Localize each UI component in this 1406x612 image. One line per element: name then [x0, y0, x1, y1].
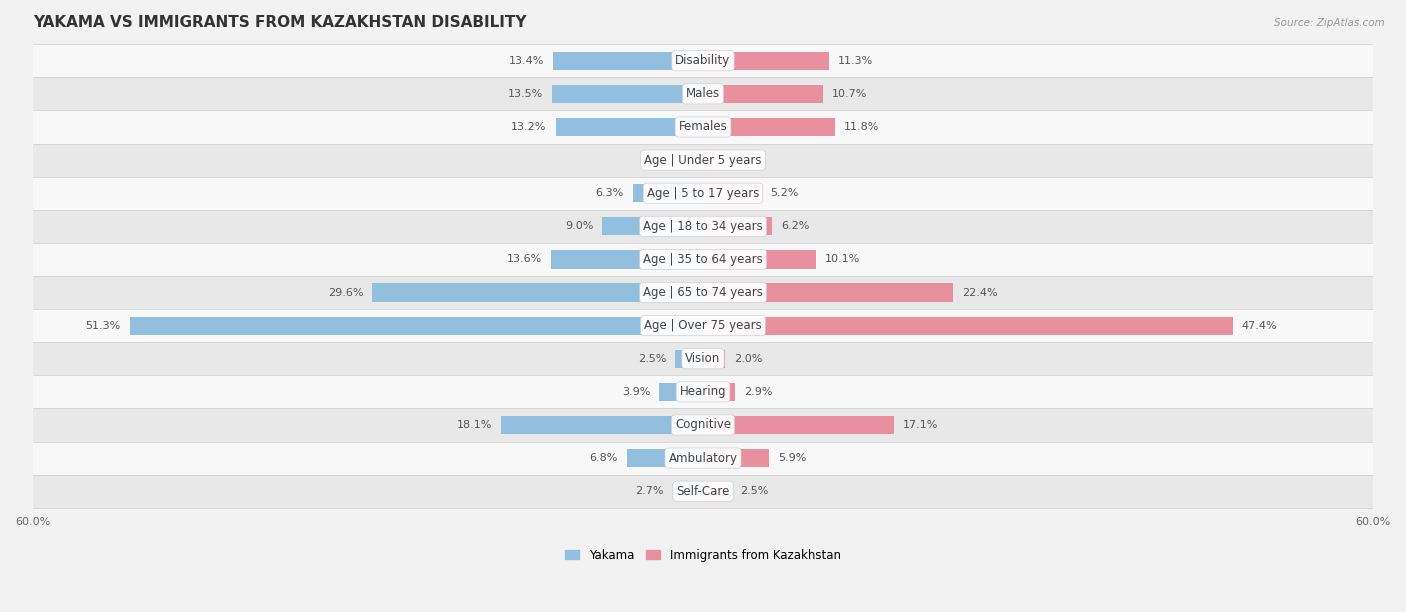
Text: Disability: Disability [675, 54, 731, 67]
Text: YAKAMA VS IMMIGRANTS FROM KAZAKHSTAN DISABILITY: YAKAMA VS IMMIGRANTS FROM KAZAKHSTAN DIS… [32, 15, 526, 30]
Bar [659, 382, 703, 401]
Text: Cognitive: Cognitive [675, 419, 731, 431]
Bar [675, 349, 703, 368]
Bar [551, 250, 703, 269]
Text: Source: ZipAtlas.com: Source: ZipAtlas.com [1274, 18, 1385, 28]
Text: 1.1%: 1.1% [724, 155, 752, 165]
Text: Hearing: Hearing [679, 386, 727, 398]
Bar [703, 283, 953, 302]
Bar [703, 51, 830, 70]
Text: Vision: Vision [685, 353, 721, 365]
Text: 10.1%: 10.1% [825, 255, 860, 264]
Text: 13.2%: 13.2% [512, 122, 547, 132]
Text: 2.0%: 2.0% [734, 354, 762, 364]
Bar [553, 84, 703, 103]
Text: Age | Under 5 years: Age | Under 5 years [644, 154, 762, 166]
Text: 11.3%: 11.3% [838, 56, 873, 65]
Bar [32, 309, 1374, 342]
Bar [32, 44, 1374, 77]
Bar [32, 77, 1374, 110]
Bar [32, 144, 1374, 177]
Bar [32, 441, 1374, 475]
Text: 17.1%: 17.1% [903, 420, 938, 430]
Text: 2.9%: 2.9% [744, 387, 773, 397]
Bar [703, 118, 835, 136]
Text: 1.0%: 1.0% [655, 155, 683, 165]
Bar [32, 177, 1374, 210]
Legend: Yakama, Immigrants from Kazakhstan: Yakama, Immigrants from Kazakhstan [561, 544, 845, 566]
Bar [32, 475, 1374, 508]
Text: 13.4%: 13.4% [509, 56, 544, 65]
Text: Ambulatory: Ambulatory [668, 452, 738, 465]
Bar [703, 250, 815, 269]
Text: 6.2%: 6.2% [782, 222, 810, 231]
Text: Age | 18 to 34 years: Age | 18 to 34 years [643, 220, 763, 233]
Bar [703, 184, 761, 203]
Bar [32, 243, 1374, 276]
Text: 51.3%: 51.3% [86, 321, 121, 330]
Bar [129, 316, 703, 335]
Text: Females: Females [679, 121, 727, 133]
Text: 13.6%: 13.6% [506, 255, 543, 264]
Bar [602, 217, 703, 236]
Text: 47.4%: 47.4% [1241, 321, 1277, 330]
Text: 2.5%: 2.5% [638, 354, 666, 364]
Bar [32, 276, 1374, 309]
Text: 6.3%: 6.3% [595, 188, 624, 198]
Bar [703, 382, 735, 401]
Text: 6.8%: 6.8% [589, 453, 619, 463]
Bar [703, 316, 1233, 335]
Text: 5.9%: 5.9% [778, 453, 806, 463]
Bar [373, 283, 703, 302]
Text: 13.5%: 13.5% [508, 89, 543, 99]
Text: 10.7%: 10.7% [831, 89, 868, 99]
Bar [32, 375, 1374, 408]
Text: Self-Care: Self-Care [676, 485, 730, 498]
Bar [703, 416, 894, 434]
Text: 3.9%: 3.9% [621, 387, 651, 397]
Text: 2.7%: 2.7% [636, 486, 664, 496]
Bar [555, 118, 703, 136]
Text: 18.1%: 18.1% [457, 420, 492, 430]
Bar [703, 217, 772, 236]
Bar [627, 449, 703, 467]
Text: Age | 5 to 17 years: Age | 5 to 17 years [647, 187, 759, 200]
Text: Age | Over 75 years: Age | Over 75 years [644, 319, 762, 332]
Bar [673, 482, 703, 500]
Bar [501, 416, 703, 434]
Bar [32, 210, 1374, 243]
Bar [32, 342, 1374, 375]
Text: Males: Males [686, 88, 720, 100]
Bar [554, 51, 703, 70]
Text: 22.4%: 22.4% [962, 288, 998, 297]
Bar [703, 482, 731, 500]
Bar [703, 151, 716, 169]
Bar [32, 110, 1374, 144]
Bar [633, 184, 703, 203]
Bar [703, 84, 823, 103]
Text: 5.2%: 5.2% [770, 188, 799, 198]
Bar [703, 349, 725, 368]
Bar [692, 151, 703, 169]
Text: 29.6%: 29.6% [328, 288, 363, 297]
Text: 2.5%: 2.5% [740, 486, 768, 496]
Bar [32, 408, 1374, 441]
Text: Age | 35 to 64 years: Age | 35 to 64 years [643, 253, 763, 266]
Bar [703, 449, 769, 467]
Text: 9.0%: 9.0% [565, 222, 593, 231]
Text: Age | 65 to 74 years: Age | 65 to 74 years [643, 286, 763, 299]
Text: 11.8%: 11.8% [844, 122, 879, 132]
